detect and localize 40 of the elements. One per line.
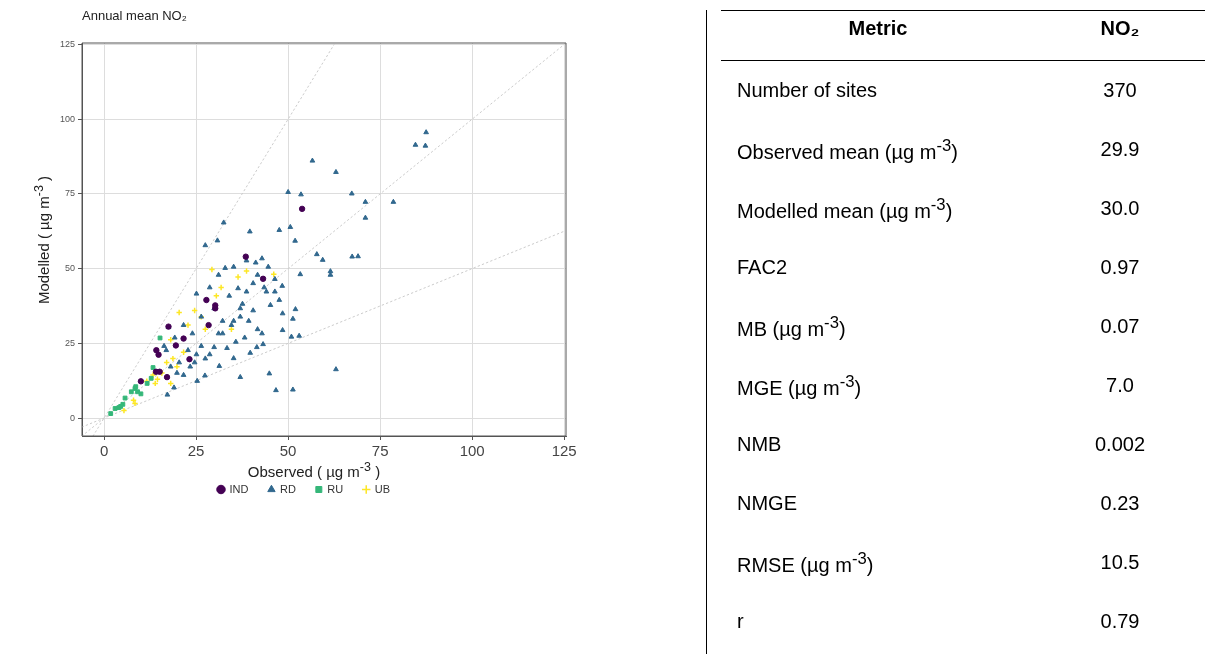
text: 0.07 — [1099, 314, 1141, 339]
text: FAC2 — [736, 255, 789, 280]
x-tick-label: 25 — [187, 442, 205, 460]
text: Modelled mean (µg m$^{-3}$) — [736, 193, 954, 224]
text: RMSE (µg m$^{-3}$) — [736, 547, 875, 578]
x-tick-label: 50 — [279, 442, 297, 460]
text: 29.9 — [1099, 137, 1141, 162]
y-tick-label: 25 — [64, 337, 75, 348]
text: 0.002 — [1093, 432, 1147, 457]
text: 0.79 — [1099, 609, 1141, 634]
text: Number of sites — [736, 78, 879, 103]
text: Metric — [721, 10, 1035, 61]
text: 7.0 — [1105, 373, 1135, 398]
text: 30.0 — [1099, 196, 1141, 221]
text: NMB — [736, 432, 783, 457]
text: 0.23 — [1099, 491, 1141, 516]
text: 0.97 — [1099, 255, 1141, 280]
y-tick-label: 75 — [64, 188, 75, 199]
y-tick-label: 50 — [64, 263, 75, 274]
legend-label: RU — [327, 482, 344, 495]
text: 10.5 — [1099, 550, 1141, 575]
chart-title: Annual mean NO₂ — [82, 8, 187, 23]
text: 370 — [1102, 78, 1138, 103]
x-tick-label: 125 — [551, 442, 577, 460]
x-axis-title: Observed ( µg m$^{-3}$ ) — [246, 460, 382, 480]
text: Observed mean (µg m$^{-3}$) — [736, 134, 959, 165]
y-tick-label: 0 — [69, 412, 75, 423]
text: MGE (µg m$^{-3}$) — [736, 370, 863, 401]
text: NO₂ — [1035, 10, 1205, 61]
y-tick-label: 125 — [59, 38, 75, 49]
x-tick-label: 0 — [99, 442, 109, 460]
text: r — [736, 609, 745, 634]
y-tick-label: 100 — [59, 113, 75, 124]
text: MB (µg m$^{-3}$) — [736, 311, 847, 342]
legend-label: UB — [374, 482, 390, 495]
text: NMGE — [736, 491, 798, 516]
legend-label: RD — [279, 482, 296, 495]
x-tick-label: 100 — [459, 442, 485, 460]
x-tick-label: 75 — [371, 442, 389, 460]
legend-label: IND — [229, 482, 249, 495]
